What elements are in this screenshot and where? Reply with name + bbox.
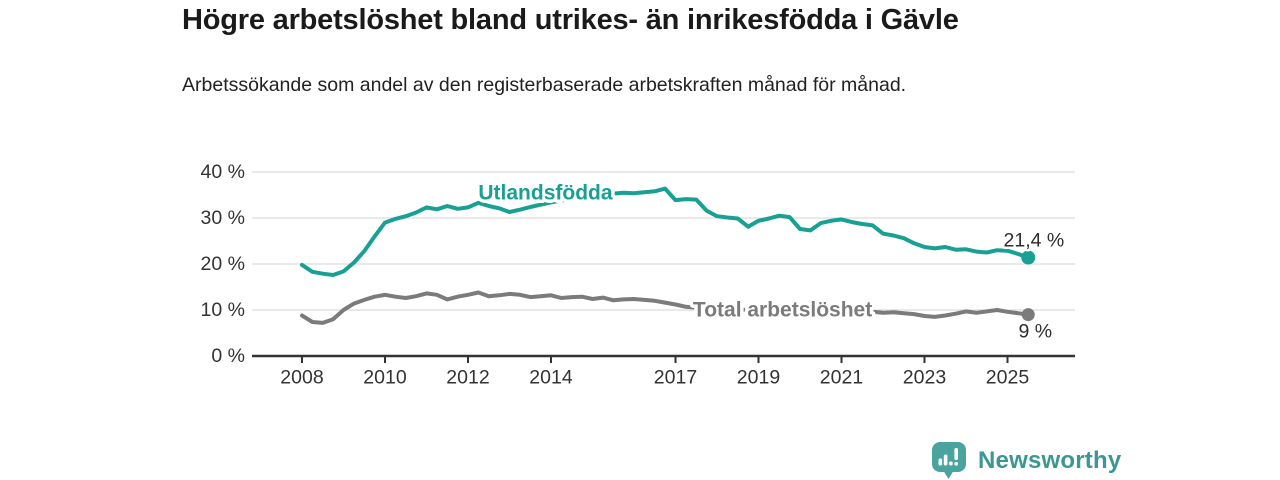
x-tick-label: 2023: [903, 367, 946, 389]
newsworthy-logo-icon: [932, 442, 966, 479]
series-line-utlandsfodda: [300, 186, 1031, 277]
series-line-total: [300, 290, 1031, 325]
x-tick-label: 2014: [529, 367, 573, 389]
newsworthy-logo-text: Newsworthy: [978, 446, 1122, 474]
series-end-dot: [1021, 250, 1036, 265]
x-tick-label: 2012: [446, 367, 489, 389]
x-tick-label: 2021: [820, 367, 863, 389]
logo-bar-dot: [949, 461, 953, 466]
x-tick-label: 2025: [986, 367, 1030, 389]
x-tick-label: 2010: [363, 367, 407, 389]
x-tick-label: 2008: [280, 367, 323, 389]
x-tick-label: 2019: [737, 367, 780, 389]
y-tick-label: 10 %: [201, 299, 245, 321]
y-tick-label: 40 %: [201, 161, 245, 183]
logo-bar-tall: [943, 454, 948, 466]
series-end-dot: [1021, 308, 1035, 322]
end-value-label-total: 9 %: [1018, 321, 1052, 343]
y-tick-label: 0 %: [211, 345, 245, 367]
newsworthy-logo: Newsworthy: [931, 441, 1121, 480]
series-label-total: Total arbetslöshet: [693, 299, 872, 322]
x-tick-label: 2017: [654, 367, 697, 389]
y-tick-label: 20 %: [201, 253, 245, 275]
logo-exclamation-stroke: [954, 448, 958, 460]
logo-bar-small: [938, 458, 943, 466]
logo-exclamation-dot: [954, 462, 958, 466]
chart-title: Högre arbetslöshet bland utrikes- än inr…: [182, 4, 959, 36]
chart-subtitle: Arbetssökande som andel av den registerb…: [182, 74, 907, 96]
series-label-utlandsfodda: Utlandsfödda: [478, 182, 612, 205]
y-tick-label: 30 %: [201, 207, 245, 229]
end-value-label-utlandsfodda: 21,4 %: [1004, 230, 1065, 252]
